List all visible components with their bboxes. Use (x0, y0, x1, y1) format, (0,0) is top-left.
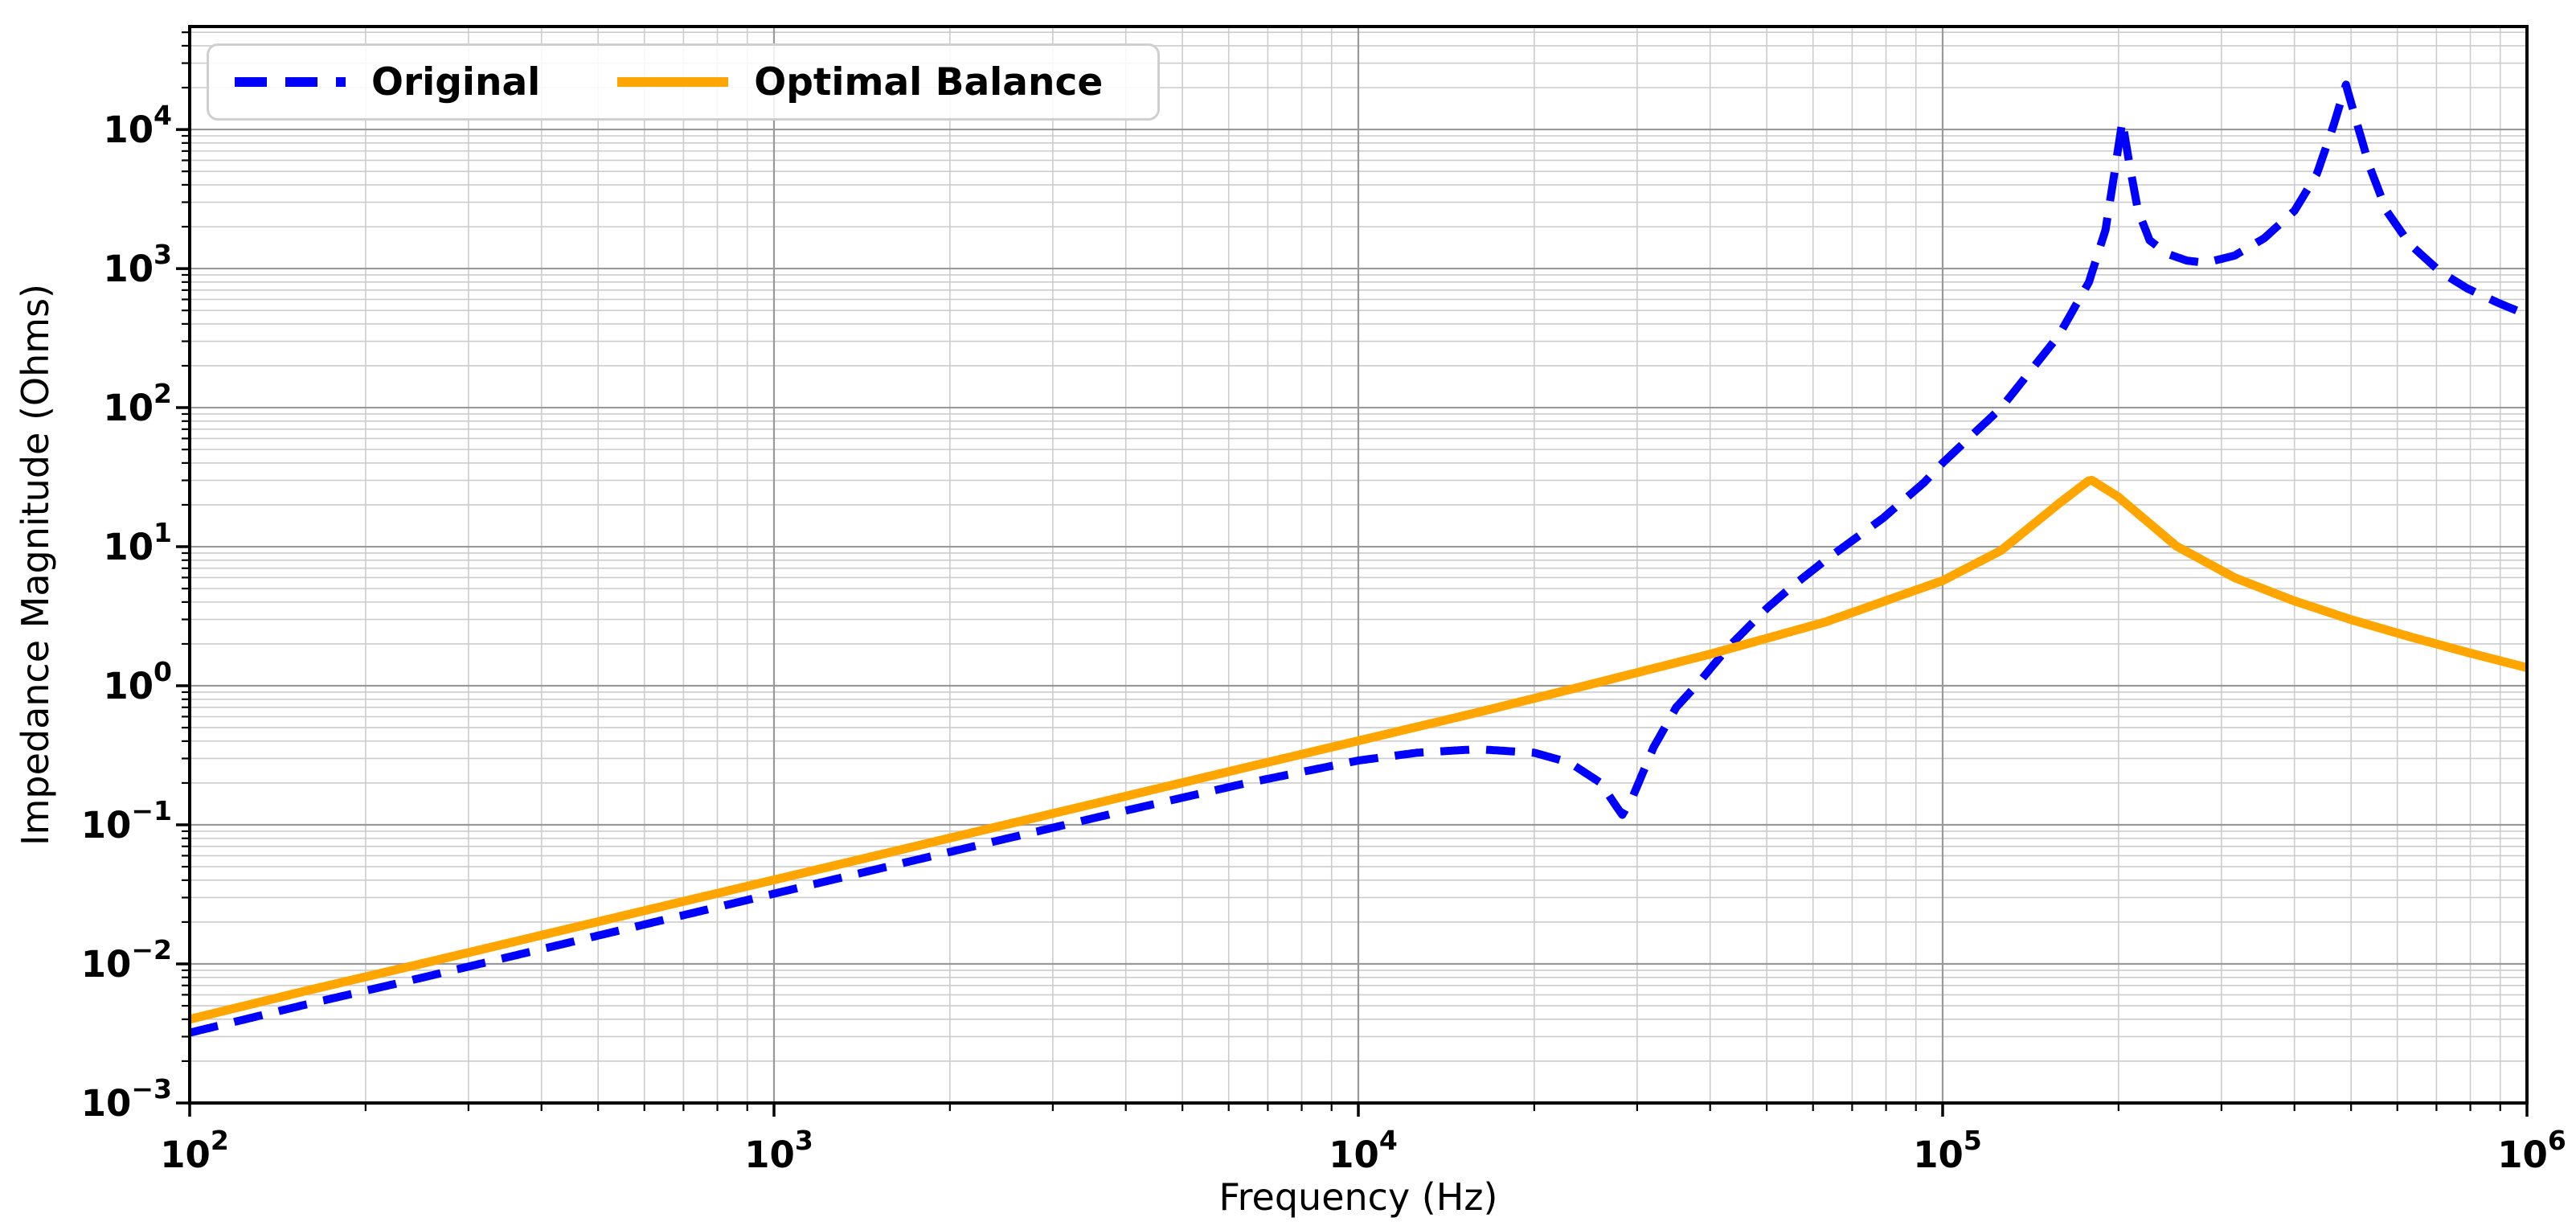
legend-item-original: Original (235, 60, 540, 105)
legend: Original Optimal Balance (207, 43, 1160, 121)
y-tick-label: 104 (103, 100, 172, 151)
legend-solid-line-sample-icon (617, 77, 729, 87)
y-tick-label: 10−3 (81, 1073, 172, 1125)
y-tick-label: 10−2 (81, 934, 172, 986)
y-tick-label: 10−1 (81, 795, 172, 847)
x-tick-label: 105 (1913, 1125, 1982, 1176)
plot-border (188, 25, 2529, 1105)
y-axis-label: Impedance Magnitude (Ohms) (14, 284, 57, 846)
x-axis-label: Frequency (Hz) (1218, 1175, 1498, 1219)
legend-item-optimal-balance: Optimal Balance (617, 60, 1103, 105)
series-line-original (188, 80, 2529, 1037)
legend-label-optimal-balance: Optimal Balance (754, 59, 1104, 105)
series-line-optimal-balance (188, 476, 2529, 1024)
x-tick-label: 106 (2497, 1125, 2566, 1176)
y-tick-label: 101 (103, 517, 172, 568)
y-tick-label: 102 (103, 378, 172, 429)
series (188, 80, 2529, 1037)
legend-label-original: Original (371, 59, 541, 105)
y-tick-label: 100 (103, 656, 172, 707)
y-tick-labels: 10−3 10−2 10−1 100 101 102 103 104 (81, 100, 172, 1125)
x-tick-label: 104 (1329, 1125, 1398, 1176)
x-tick-labels: 102 103 104 105 106 (160, 1125, 2566, 1176)
x-tick-label: 103 (744, 1125, 813, 1176)
y-tick-label: 103 (103, 239, 172, 290)
legend-dashed-line-sample-icon (235, 77, 346, 87)
x-tick-label: 102 (160, 1125, 229, 1176)
